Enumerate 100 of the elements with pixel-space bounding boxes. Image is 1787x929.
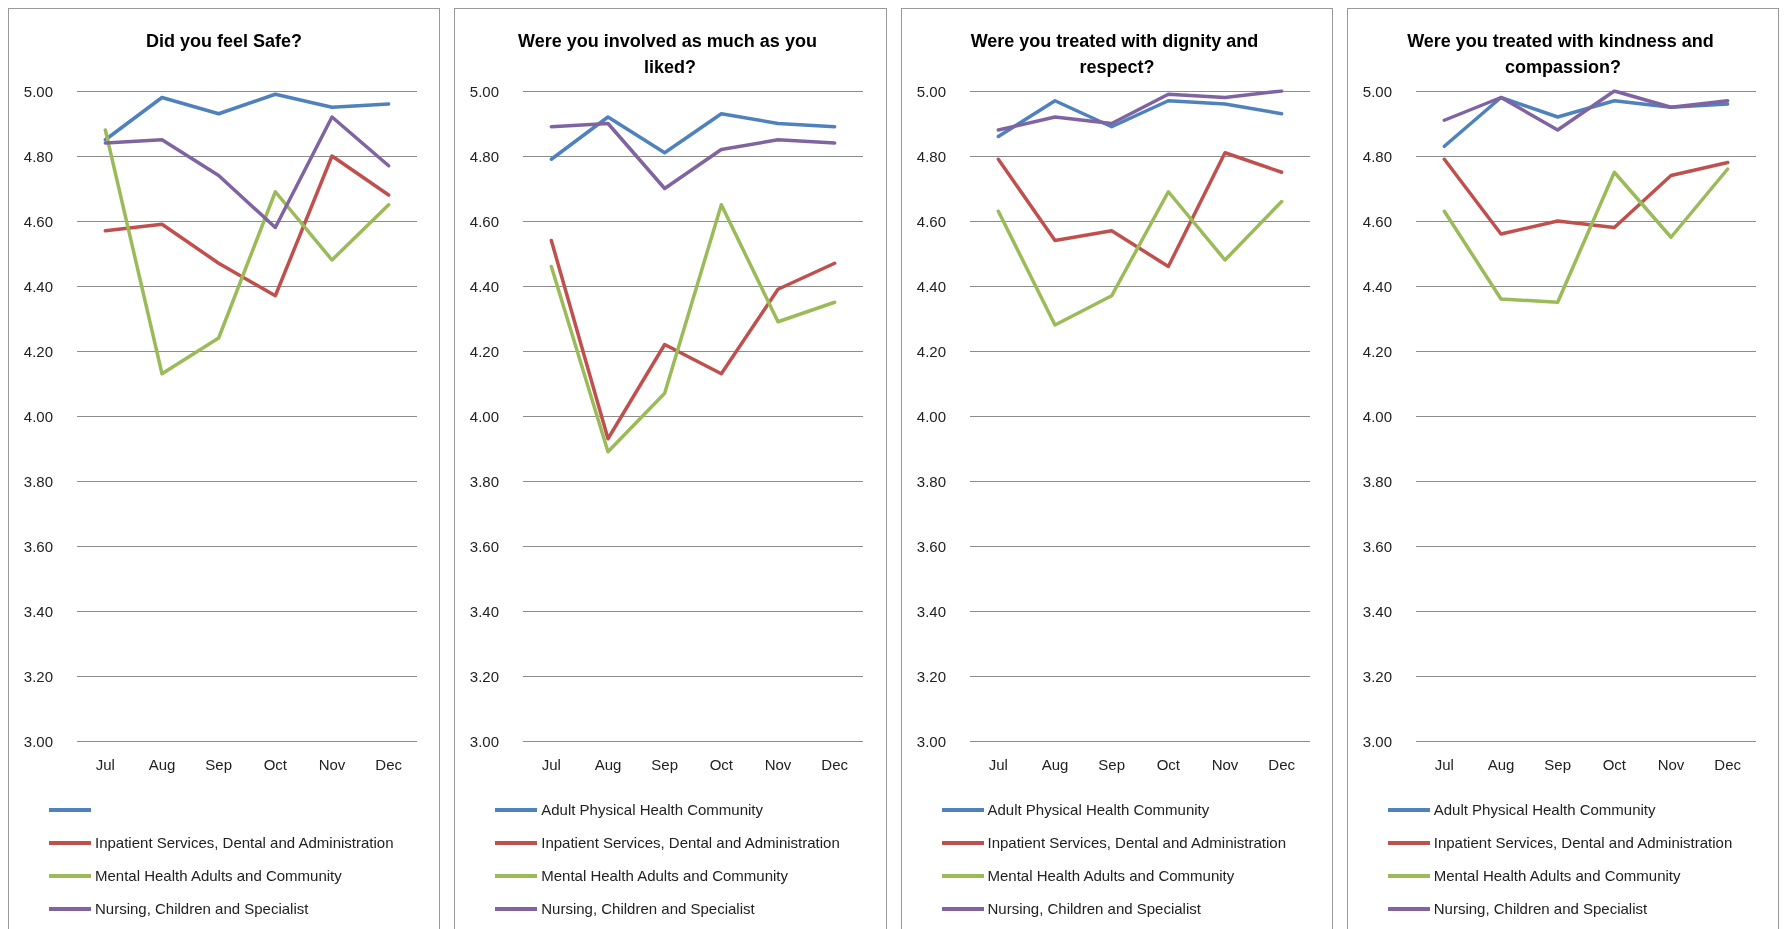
x-tick-label: Jul	[541, 756, 562, 773]
y-tick-label: 3.60	[470, 537, 500, 555]
y-tick-label: 4.00	[916, 407, 946, 425]
x-tick-label: Sep	[205, 756, 233, 773]
legend-label: Inpatient Services, Dental and Administration	[1433, 834, 1733, 851]
legend-label: Nursing, Children and Specialist	[987, 900, 1201, 917]
y-tick-label: 3.20	[470, 667, 500, 685]
y-tick-label: 4.80	[470, 147, 500, 165]
y-tick-label: 3.40	[916, 602, 946, 620]
legend-label: Mental Health Adults and Community	[95, 867, 342, 884]
x-tick-label: Aug	[1041, 756, 1068, 773]
y-tick-label: 3.20	[916, 667, 946, 685]
y-tick-label: 4.80	[916, 147, 946, 165]
y-tick-label: 5.00	[916, 82, 946, 100]
y-tick-label: 3.40	[23, 602, 53, 620]
x-tick-label: Aug	[594, 756, 622, 773]
legend-label: Inpatient Services, Dental and Administration	[541, 834, 840, 851]
legend-label: Nursing, Children and Specialist	[1433, 900, 1648, 917]
y-tick-label: 4.60	[1362, 212, 1392, 230]
legend-label: Inpatient Services, Dental and Administration	[987, 834, 1286, 851]
x-tick-label: Nov	[1211, 756, 1239, 773]
legend-label: Adult Physical Health Community	[987, 801, 1210, 818]
y-tick-label: 4.20	[23, 342, 53, 360]
x-tick-label: Dec	[821, 756, 849, 773]
x-tick-label: Oct	[1602, 756, 1627, 773]
y-tick-label: 3.00	[916, 732, 946, 750]
chart-title: Were you treated with dignity and respect?	[970, 31, 1263, 77]
x-tick-label: Oct	[1156, 756, 1181, 773]
line-series	[996, 190, 1283, 327]
x-tick-label: Oct	[263, 756, 288, 773]
y-tick-label: 4.60	[470, 212, 500, 230]
y-tick-label: 3.80	[23, 472, 53, 490]
line-series	[996, 151, 1283, 269]
y-tick-label: 4.20	[1362, 342, 1392, 360]
line-series	[103, 154, 391, 298]
line-series	[549, 203, 837, 454]
x-tick-label: Dec	[1267, 756, 1295, 773]
legend-label: Mental Health Adults and Community	[987, 867, 1235, 884]
y-tick-label: 4.40	[916, 277, 946, 295]
x-tick-label: Sep	[1097, 756, 1125, 773]
y-tick-label: 5.00	[1362, 82, 1392, 100]
y-tick-label: 3.40	[1362, 602, 1392, 620]
line-series	[1442, 89, 1730, 132]
x-tick-label: Sep	[651, 756, 679, 773]
line-series	[549, 121, 837, 191]
y-tick-label: 3.00	[23, 732, 53, 750]
y-tick-label: 5.00	[470, 82, 500, 100]
y-tick-label: 4.00	[1362, 407, 1392, 425]
y-tick-label: 4.20	[470, 342, 500, 360]
line-series	[103, 92, 391, 142]
y-tick-label: 3.60	[23, 537, 53, 555]
y-tick-label: 4.80	[1362, 147, 1392, 165]
x-tick-label: Nov	[764, 756, 793, 773]
x-tick-label: Jul	[988, 756, 1008, 773]
chart-title: Did you feel Safe?	[145, 31, 303, 51]
y-tick-label: 4.00	[470, 407, 500, 425]
chart-title: Were you involved as much as you liked?	[518, 31, 823, 77]
y-tick-label: 4.60	[23, 212, 53, 230]
x-tick-label: Dec	[375, 756, 403, 773]
legend-label: Mental Health Adults and Community	[1433, 867, 1681, 884]
y-tick-label: 5.00	[23, 82, 53, 100]
y-tick-label: 4.00	[23, 407, 53, 425]
line-series	[996, 99, 1283, 139]
x-tick-label: Sep	[1544, 756, 1571, 773]
x-tick-label: Nov	[318, 756, 346, 773]
y-tick-label: 3.00	[470, 732, 500, 750]
legend-label: Mental Health Adults and Community	[541, 867, 789, 884]
x-tick-label: Aug	[148, 756, 176, 773]
y-tick-label: 4.40	[23, 277, 53, 295]
line-series	[549, 112, 837, 161]
y-tick-label: 3.60	[916, 537, 946, 555]
x-tick-label: Jul	[95, 756, 115, 773]
line-series	[103, 128, 391, 376]
y-tick-label: 3.80	[1362, 472, 1392, 490]
y-tick-label: 3.40	[470, 602, 500, 620]
x-tick-label: Oct	[709, 756, 735, 773]
line-series	[549, 238, 837, 441]
y-tick-label: 4.80	[23, 147, 53, 165]
y-tick-label: 3.80	[916, 472, 946, 490]
y-tick-label: 3.80	[470, 472, 500, 490]
line-series	[1442, 167, 1730, 304]
y-tick-label: 3.00	[1362, 732, 1392, 750]
legend-label: Inpatient Services, Dental and Administration	[95, 834, 394, 851]
y-tick-label: 4.40	[470, 277, 500, 295]
x-tick-label: Aug	[1487, 756, 1515, 773]
y-tick-label: 4.60	[916, 212, 946, 230]
legend-label: Adult Physical Health Community	[1433, 801, 1656, 818]
legend-label: Adult Physical Health Community	[541, 801, 764, 818]
legend-label: Nursing, Children and Specialist	[95, 900, 309, 917]
chart-title: Were you treated with kindness and compassion?	[1406, 31, 1719, 77]
line-series	[996, 89, 1283, 132]
y-tick-label: 3.20	[1362, 667, 1392, 685]
x-tick-label: Jul	[1434, 756, 1454, 773]
y-tick-label: 3.60	[1362, 537, 1392, 555]
line-series	[103, 115, 391, 230]
line-series	[1442, 157, 1730, 236]
x-tick-label: Nov	[1657, 756, 1685, 773]
y-tick-label: 4.20	[916, 342, 946, 360]
x-tick-label: Dec	[1714, 756, 1742, 773]
y-tick-label: 4.40	[1362, 277, 1392, 295]
